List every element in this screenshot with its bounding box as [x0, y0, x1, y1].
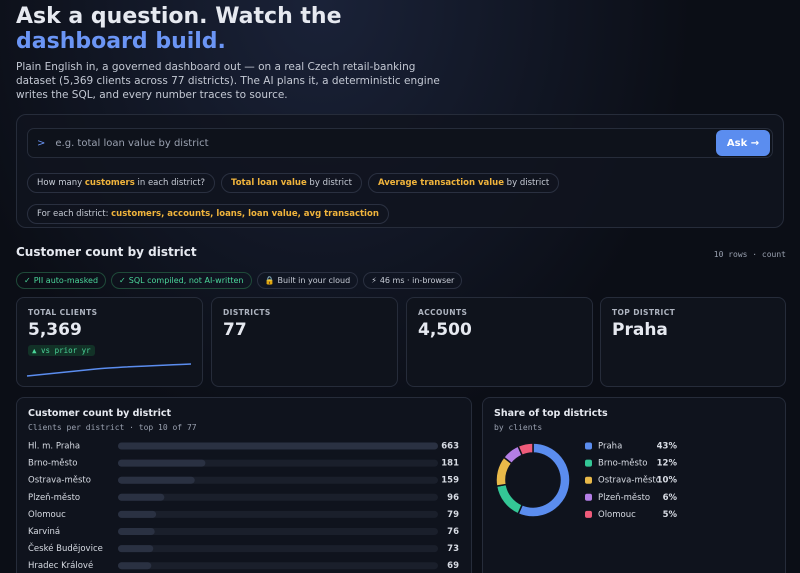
highlight: Total loan value [231, 178, 307, 188]
value-label: 69 [447, 561, 459, 571]
bar-panel [16, 397, 472, 573]
highlight: customers [84, 178, 135, 188]
value-label: 159 [441, 476, 459, 486]
text: How many [37, 178, 85, 188]
value-label: 73 [447, 544, 459, 554]
bar [118, 528, 155, 535]
bar [118, 476, 195, 484]
kpi-label: TOP DISTRICT [612, 308, 676, 317]
kpi-delta: ▲ vs prior yr [28, 345, 95, 356]
text: by district [503, 178, 550, 188]
suggestion-chip[interactable]: Average transaction value by district [367, 173, 560, 193]
category-label: Brno-město [28, 459, 77, 469]
suggestions: How many customers in each district? Tota… [27, 170, 767, 232]
section-meta: 10 rows · count [713, 250, 786, 259]
category-label: Ostrava-město [28, 476, 91, 486]
suggestion-chip[interactable]: Total loan value by district [221, 173, 362, 193]
bar-subtitle: Clients per district · top 10 of 77 [28, 423, 197, 432]
headline-accent: dashboard build. [16, 29, 226, 54]
prompt: > [37, 137, 46, 149]
bar-track [118, 562, 438, 570]
headline: Ask a question. Watch the dashboard buil… [16, 4, 446, 54]
bar-track [118, 545, 438, 553]
bar [118, 545, 154, 553]
bar [118, 442, 438, 450]
bar-track [118, 510, 438, 518]
kpi-card: DISTRICTS 77 [211, 297, 398, 387]
bar-title: Customer count by district [28, 408, 171, 419]
bar [118, 562, 152, 570]
badge-text: SQL compiled, not AI-written [128, 276, 244, 285]
bar [118, 459, 206, 467]
value-label: 96 [447, 493, 459, 503]
description: Plain English in, a governed dashboard o… [16, 61, 440, 101]
suggestion-chip[interactable]: How many customers in each district? [27, 173, 216, 193]
value-label: 663 [441, 442, 459, 452]
headline-plain: Ask a question. Watch the [16, 4, 342, 29]
kpi-label: TOTAL CLIENTS [28, 308, 98, 317]
suggestion-chip[interactable]: For each district: customers, accounts, … [27, 204, 389, 224]
value-label: 76 [447, 527, 459, 537]
badge: 🔒 Built in your cloud [256, 272, 359, 289]
badge-text: Built in your cloud [277, 276, 351, 285]
category-label: Hl. m. Praha [28, 442, 80, 452]
placeholder: e.g. total loan value by district [55, 137, 209, 149]
donut-title: Share of top districts [494, 408, 608, 419]
highlight: customers, accounts, loans, loan value, … [111, 209, 379, 219]
search-input[interactable]: > e.g. total loan value by district [27, 128, 773, 158]
text: in each district? [134, 178, 206, 188]
bar [118, 510, 157, 518]
kpi-value: Praha [612, 320, 668, 340]
kpi-label: DISTRICTS [223, 308, 271, 317]
kpi-card: ACCOUNTS 4,500 [406, 297, 593, 387]
badge: ⚡ 46 ms · in-browser [363, 272, 463, 289]
badge-icon: ✓ [24, 276, 31, 285]
text: by district [306, 178, 352, 188]
value-label: 79 [447, 510, 459, 520]
kpi-card: TOP DISTRICT Praha [600, 297, 786, 387]
value-label: 181 [441, 459, 459, 469]
kpi-value: 5,369 [28, 320, 82, 340]
category-label: Karviná [28, 527, 60, 537]
badges: ✓ PII auto-masked ✓ SQL compiled, not AI-wr… [16, 268, 467, 289]
category-label: České Budějovice [28, 542, 103, 554]
badge: ✓ PII auto-masked [16, 272, 107, 289]
badge: ✓ SQL compiled, not AI-written [111, 272, 252, 289]
badge-icon: ✓ [119, 276, 126, 285]
category-label: Plzeň-město [28, 492, 80, 503]
bar-track [118, 476, 438, 484]
sparkline [26, 363, 192, 377]
section-title: Customer count by district [16, 245, 197, 259]
text: For each district: [37, 209, 112, 219]
badge-icon: ⚡ [371, 276, 377, 285]
kpi-label: ACCOUNTS [418, 308, 468, 317]
kpi-card: TOTAL CLIENTS 5,369 ▲ vs prior yr [16, 297, 203, 387]
badge-text: 46 ms · in-browser [379, 276, 455, 285]
kpi-value: 77 [223, 320, 247, 340]
bar [118, 493, 165, 501]
kpi-value: 4,500 [418, 320, 472, 340]
category-label: Hradec Králové [28, 560, 93, 571]
ask-button[interactable]: Ask → [716, 130, 770, 156]
badge-icon: 🔒 [264, 276, 275, 285]
badge-text: PII auto-masked [33, 276, 99, 285]
bar-track [118, 493, 438, 501]
category-label: Olomouc [28, 510, 66, 520]
donut-subtitle: by clients [494, 423, 543, 432]
bar-track [118, 528, 438, 535]
highlight: Average transaction value [377, 178, 504, 188]
